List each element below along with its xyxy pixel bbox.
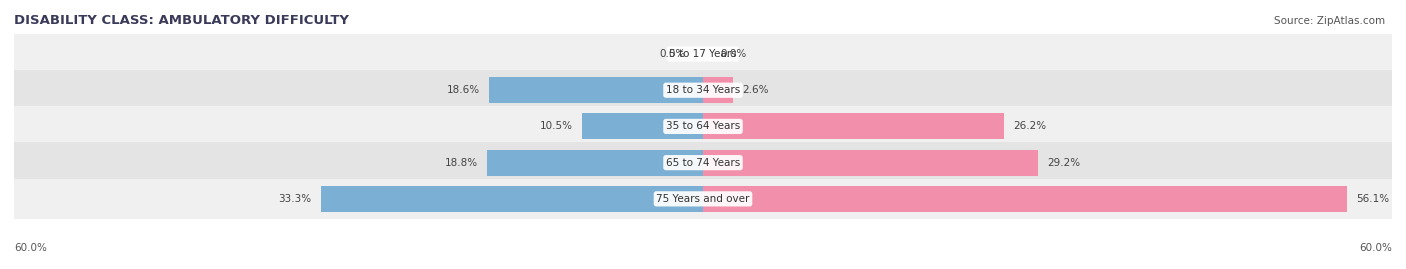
Text: 5 to 17 Years: 5 to 17 Years bbox=[669, 49, 737, 59]
Bar bbox=[582, 114, 703, 139]
Text: 0.0%: 0.0% bbox=[659, 49, 686, 59]
Bar bbox=[486, 150, 703, 176]
Bar bbox=[703, 150, 1038, 176]
Text: 35 to 64 Years: 35 to 64 Years bbox=[666, 121, 740, 132]
Bar bbox=[703, 114, 1004, 139]
Text: 2.6%: 2.6% bbox=[742, 85, 769, 95]
Bar bbox=[14, 106, 1392, 147]
Text: 65 to 74 Years: 65 to 74 Years bbox=[666, 158, 740, 168]
Text: 10.5%: 10.5% bbox=[540, 121, 574, 132]
Text: 18 to 34 Years: 18 to 34 Years bbox=[666, 85, 740, 95]
Bar bbox=[14, 179, 1392, 219]
Text: 18.6%: 18.6% bbox=[447, 85, 481, 95]
Bar bbox=[703, 186, 1347, 212]
Text: 75 Years and over: 75 Years and over bbox=[657, 194, 749, 204]
Text: DISABILITY CLASS: AMBULATORY DIFFICULTY: DISABILITY CLASS: AMBULATORY DIFFICULTY bbox=[14, 14, 349, 27]
Text: 26.2%: 26.2% bbox=[1012, 121, 1046, 132]
Bar bbox=[14, 34, 1392, 74]
Text: 60.0%: 60.0% bbox=[1360, 243, 1392, 253]
Bar bbox=[14, 143, 1392, 183]
Bar bbox=[14, 70, 1392, 110]
Text: 33.3%: 33.3% bbox=[278, 194, 312, 204]
Text: 29.2%: 29.2% bbox=[1047, 158, 1081, 168]
Bar bbox=[703, 77, 733, 103]
Text: 0.0%: 0.0% bbox=[720, 49, 747, 59]
Text: Source: ZipAtlas.com: Source: ZipAtlas.com bbox=[1274, 16, 1385, 26]
Bar bbox=[321, 186, 703, 212]
Text: 56.1%: 56.1% bbox=[1357, 194, 1389, 204]
Text: 18.8%: 18.8% bbox=[444, 158, 478, 168]
Bar bbox=[489, 77, 703, 103]
Text: 60.0%: 60.0% bbox=[14, 243, 46, 253]
